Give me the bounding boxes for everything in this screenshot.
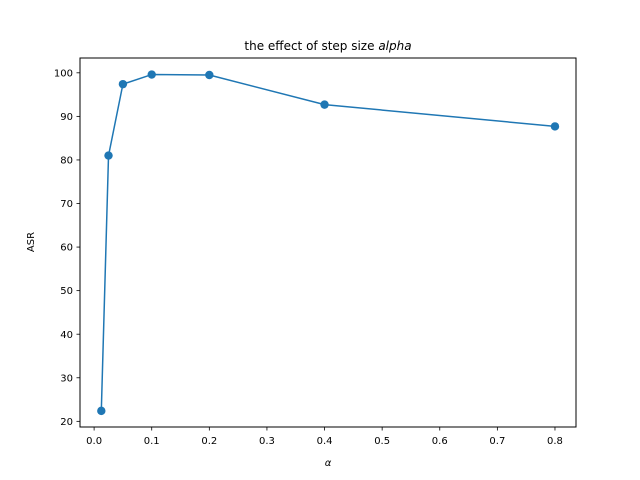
y-tick-label: 50 — [60, 286, 73, 297]
x-tick-label: 0.4 — [317, 436, 333, 447]
x-tick-label: 0.5 — [374, 436, 390, 447]
data-point — [320, 100, 329, 109]
y-tick-label: 100 — [54, 68, 73, 79]
y-tick-label: 60 — [60, 243, 73, 254]
data-point — [147, 70, 156, 79]
chart-title: the effect of step size alpha — [244, 39, 411, 53]
y-tick-label: 90 — [60, 112, 73, 123]
x-tick-label: 0.8 — [547, 436, 563, 447]
plot-frame — [79, 57, 577, 428]
x-tick-label: 0.7 — [489, 436, 505, 447]
data-point — [97, 406, 106, 416]
y-tick-label: 20 — [60, 417, 73, 428]
y-axis-label: ASR — [26, 232, 37, 252]
chart-title-main: the effect of step size — [244, 39, 378, 53]
data-point — [205, 70, 214, 80]
y-tick-label: 70 — [60, 199, 73, 210]
data-point — [118, 79, 128, 89]
data-point — [550, 122, 560, 131]
y-tick-label: 40 — [60, 330, 73, 341]
x-tick-label: 0.0 — [86, 436, 102, 447]
x-tick-label: 0.3 — [259, 436, 275, 447]
x-axis-label: α — [325, 458, 332, 469]
plot-area: 0.0 0.1 0.2 0.3 0.4 0.5 0.6 0.7 0.8 20 30 40 50 60 70 8… — [54, 68, 563, 447]
chart-title-italic: alpha — [378, 39, 411, 53]
x-tick-label: 0.6 — [432, 436, 448, 447]
x-tick-label: 0.2 — [201, 436, 217, 447]
y-tick-label: 80 — [60, 156, 73, 167]
data-point — [104, 151, 113, 160]
y-tick-label: 30 — [60, 373, 73, 384]
x-tick-label: 0.1 — [144, 436, 160, 447]
